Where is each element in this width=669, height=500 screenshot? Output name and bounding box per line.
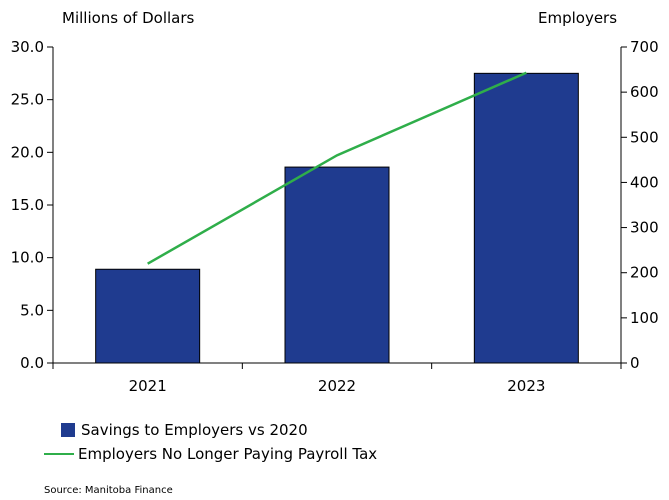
legend-item-line: Employers No Longer Paying Payroll Tax xyxy=(44,442,377,466)
x-tick-label: 2023 xyxy=(507,377,545,395)
y-tick-label-right: 400 xyxy=(630,173,659,191)
x-tick-label: 2021 xyxy=(129,377,167,395)
legend: Savings to Employers vs 2020 Employers N… xyxy=(44,418,377,466)
y-tick-label-left: 0.0 xyxy=(20,354,44,372)
legend-swatch-line xyxy=(44,453,74,455)
y-tick-label-right: 300 xyxy=(630,219,659,237)
bar-2021 xyxy=(95,268,201,364)
y-tick-label-right: 0 xyxy=(630,354,640,372)
y-tick-label-left: 25.0 xyxy=(11,91,44,109)
bar-2022 xyxy=(284,166,390,364)
y-tick-label-left: 15.0 xyxy=(11,196,44,214)
y-tick-label-right: 100 xyxy=(630,309,659,327)
legend-swatch-bar xyxy=(61,423,75,437)
bar-2023 xyxy=(473,72,579,364)
y-axis-title-left: Millions of Dollars xyxy=(62,9,195,27)
y-tick-label-right: 600 xyxy=(630,83,659,101)
y-tick-label-left: 30.0 xyxy=(11,38,44,56)
y-axis-title-right: Employers xyxy=(538,9,618,27)
y-tick-label-right: 500 xyxy=(630,128,659,146)
y-tick-label-left: 5.0 xyxy=(20,301,44,319)
y-tick-label-right: 200 xyxy=(630,264,659,282)
legend-item-bar: Savings to Employers vs 2020 xyxy=(44,418,377,442)
y-tick-label-right: 700 xyxy=(630,38,659,56)
legend-label-bar: Savings to Employers vs 2020 xyxy=(81,421,308,439)
legend-label-line: Employers No Longer Paying Payroll Tax xyxy=(78,445,378,463)
y-tick-label-left: 20.0 xyxy=(11,143,44,161)
source-note: Source: Manitoba Finance xyxy=(44,485,173,496)
y-tick-label-left: 10.0 xyxy=(11,249,44,267)
x-tick-label: 2022 xyxy=(318,377,356,395)
